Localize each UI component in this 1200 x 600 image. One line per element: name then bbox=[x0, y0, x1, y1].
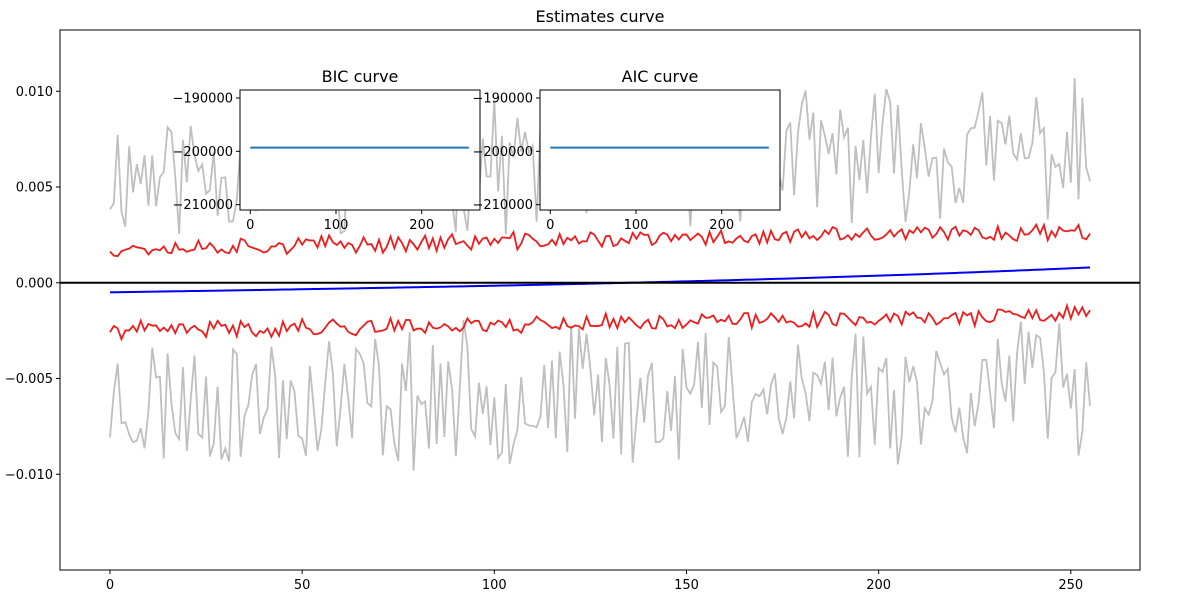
y-tick-label: −210000 bbox=[172, 198, 233, 213]
x-tick-label: 100 bbox=[324, 218, 349, 233]
y-tick-label: −0.005 bbox=[5, 372, 53, 387]
plot-frame bbox=[59, 29, 1141, 571]
y-tick-label: −210000 bbox=[472, 198, 533, 213]
series-line-lower-band-outer bbox=[109, 319, 1091, 471]
x-tick-label: 200 bbox=[709, 218, 734, 233]
y-tick-label: 0.005 bbox=[16, 181, 53, 196]
y-tick-label: 0.010 bbox=[16, 85, 53, 100]
bic-chart-title: BIC curve bbox=[322, 67, 399, 86]
x-tick-label: 100 bbox=[482, 578, 507, 593]
aic-chart-title: AIC curve bbox=[622, 67, 699, 86]
x-tick-label: 0 bbox=[546, 218, 554, 233]
series-line-lower-band-inner bbox=[109, 302, 1091, 342]
inset-frame bbox=[239, 89, 481, 211]
x-tick-label: 100 bbox=[624, 218, 649, 233]
x-tick-label: 0 bbox=[246, 218, 254, 233]
x-tick-label: 200 bbox=[409, 218, 434, 233]
main-chart-title: Estimates curve bbox=[536, 7, 665, 26]
y-tick-label: −200000 bbox=[172, 145, 233, 160]
x-tick-label: 150 bbox=[674, 578, 699, 593]
x-tick-label: 200 bbox=[866, 578, 891, 593]
y-tick-label: −190000 bbox=[472, 92, 533, 107]
y-tick-label: −200000 bbox=[472, 145, 533, 160]
plot-background bbox=[240, 90, 480, 210]
y-tick-label: −0.010 bbox=[5, 468, 53, 483]
aic-inset-plot: 0 100 200 −190000 −200000 −210000 bbox=[472, 89, 781, 233]
x-tick-label: 250 bbox=[1058, 578, 1083, 593]
bic-inset-plot: 0 100 200 −190000 −200000 −210000 bbox=[172, 89, 481, 233]
y-tick-label: 0.000 bbox=[16, 276, 53, 291]
series-line-upper-band-inner bbox=[109, 222, 1091, 258]
x-tick-label: 0 bbox=[106, 578, 114, 593]
plot-background bbox=[540, 90, 780, 210]
x-tick-label: 50 bbox=[294, 578, 311, 593]
y-tick-label: −190000 bbox=[172, 92, 233, 107]
inset-frame bbox=[539, 89, 781, 211]
